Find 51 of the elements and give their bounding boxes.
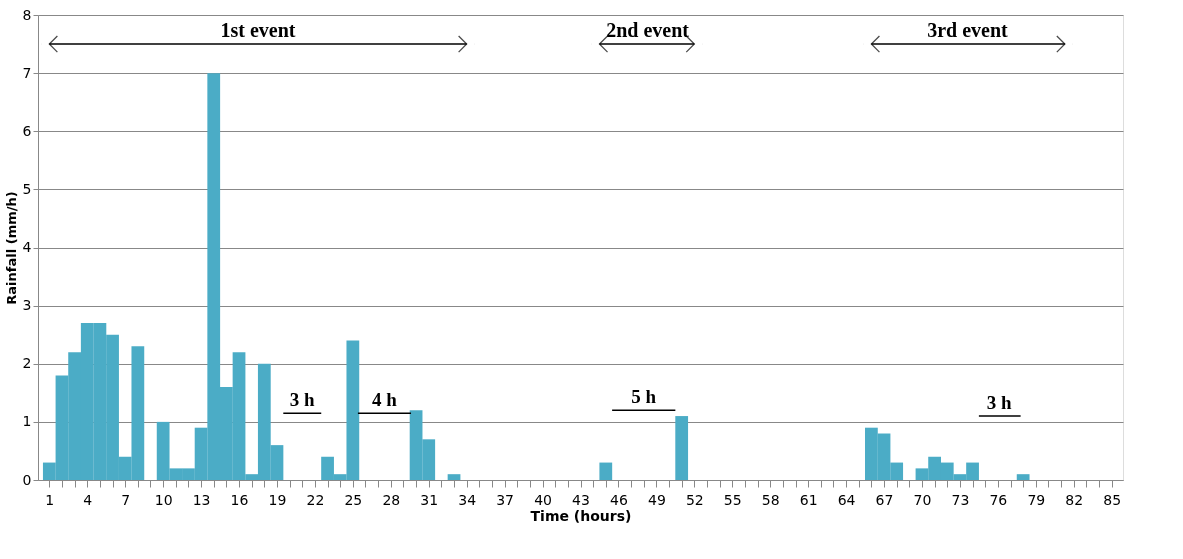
x-tick-label: 22 <box>306 491 325 508</box>
y-tick-label: 7 <box>22 64 32 81</box>
y-tick-label: 6 <box>22 122 32 139</box>
y-tick-label: 1 <box>22 413 32 430</box>
x-tick-label: 76 <box>989 491 1008 508</box>
y-tick-label: 5 <box>22 180 32 197</box>
x-tick-label: 43 <box>572 491 590 508</box>
x-tick-label: 79 <box>1027 491 1046 508</box>
y-tick-label: 2 <box>22 355 32 372</box>
x-tick-label: 1 <box>45 491 55 508</box>
x-tick-label: 37 <box>496 491 515 508</box>
y-tick-label: 0 <box>22 471 32 488</box>
x-tick-label: 55 <box>723 491 742 508</box>
x-tick-label: 82 <box>1065 491 1084 508</box>
x-tick-label: 46 <box>610 491 628 508</box>
x-axis-title: Time (hours) <box>530 507 632 524</box>
x-tick-label: 34 <box>458 491 477 508</box>
annotation: 2nd event <box>606 19 690 42</box>
x-tick-label: 31 <box>420 491 439 508</box>
annotation: 4 h <box>372 389 398 411</box>
x-tick-label: 73 <box>951 491 970 508</box>
bar <box>599 462 613 480</box>
bar <box>675 416 689 480</box>
y-tick-label: 3 <box>22 297 32 314</box>
x-tick-label: 52 <box>685 491 704 508</box>
x-tick-label: 7 <box>121 491 131 508</box>
x-tick-label: 4 <box>83 491 93 508</box>
x-tick-label: 67 <box>875 491 894 508</box>
y-axis-title: Rainfall (mm/h) <box>3 191 19 305</box>
x-tick-label: 70 <box>913 491 932 508</box>
x-tick-label: 64 <box>837 491 856 508</box>
x-tick-label: 85 <box>1103 491 1122 508</box>
annotation: 3rd event <box>927 19 1009 42</box>
x-tick-label: 61 <box>799 491 818 508</box>
x-tick-label: 58 <box>761 491 780 508</box>
bar <box>447 474 461 480</box>
x-tick-label: 19 <box>268 491 287 508</box>
x-tick-label: 40 <box>534 491 552 508</box>
y-tick-label: 4 <box>22 239 32 255</box>
annotation: 1st event <box>220 19 296 42</box>
x-tick-label: 25 <box>344 491 363 508</box>
bar <box>1016 474 1030 480</box>
x-tick-label: 49 <box>647 491 666 508</box>
y-tick-label: 8 <box>22 6 32 23</box>
x-tick-label: 10 <box>154 491 173 508</box>
x-tick-label: 13 <box>192 491 211 508</box>
annotation: 5 h <box>631 386 657 408</box>
annotation: 3 h <box>986 392 1012 414</box>
x-tick-label: 28 <box>382 491 401 508</box>
x-tick-label: 16 <box>230 491 249 508</box>
annotation: 3 h <box>289 389 316 411</box>
